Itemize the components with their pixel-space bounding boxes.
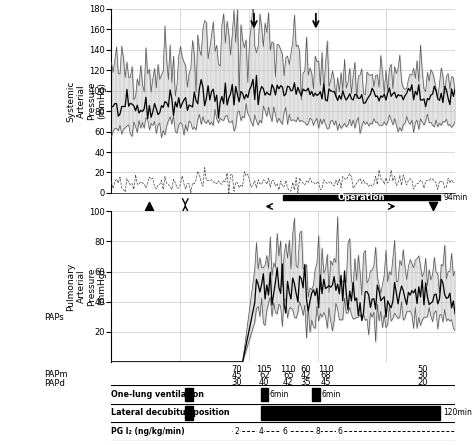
Text: 62: 62 [259, 371, 270, 380]
Text: 68: 68 [321, 371, 331, 380]
Text: 70: 70 [231, 364, 242, 374]
Y-axis label: Pulmonary
Arterial
Pressure
(mmHg): Pulmonary Arterial Pressure (mmHg) [66, 263, 107, 311]
Text: 45: 45 [321, 378, 331, 387]
Text: 2: 2 [235, 427, 239, 436]
Text: 42: 42 [283, 378, 293, 387]
Point [146, 203, 153, 210]
Text: 50: 50 [417, 364, 428, 374]
Point [429, 203, 437, 210]
Text: 94min: 94min [443, 193, 467, 202]
Text: 110: 110 [281, 364, 296, 374]
Text: PAPs: PAPs [45, 313, 64, 322]
Text: Operation: Operation [337, 193, 385, 202]
Text: 4: 4 [258, 427, 264, 436]
Text: 6: 6 [337, 427, 342, 436]
Text: PG I₂ (ng/kg/min): PG I₂ (ng/kg/min) [111, 427, 185, 436]
Bar [185, 406, 193, 420]
Text: 105: 105 [256, 364, 272, 374]
Text: 6min: 6min [321, 390, 340, 399]
Text: 6min: 6min [269, 390, 289, 399]
Bar [261, 406, 439, 420]
Text: 45: 45 [232, 371, 242, 380]
Text: 110: 110 [319, 364, 334, 374]
Bar [312, 388, 320, 401]
Text: 30: 30 [417, 371, 428, 380]
Bar [185, 388, 193, 401]
Bar [283, 195, 439, 200]
Text: 20: 20 [417, 378, 428, 387]
Text: 30: 30 [231, 378, 242, 387]
Text: 60: 60 [300, 364, 311, 374]
Text: PAPd: PAPd [45, 379, 65, 388]
Text: 42: 42 [301, 371, 311, 380]
Text: 120min: 120min [443, 409, 472, 417]
Text: 6: 6 [283, 427, 287, 436]
Text: PAPm: PAPm [45, 370, 68, 379]
Text: 40: 40 [259, 378, 270, 387]
Y-axis label: Systemic
Arterial
Pressure
(mmHg): Systemic Arterial Pressure (mmHg) [66, 80, 107, 121]
Text: One-lung ventilation: One-lung ventilation [111, 390, 204, 399]
Text: 65: 65 [283, 371, 294, 380]
Text: Lateral decubitus position: Lateral decubitus position [111, 409, 230, 417]
Text: 35: 35 [300, 378, 311, 387]
Text: 8: 8 [315, 427, 320, 436]
Bar [261, 388, 268, 401]
